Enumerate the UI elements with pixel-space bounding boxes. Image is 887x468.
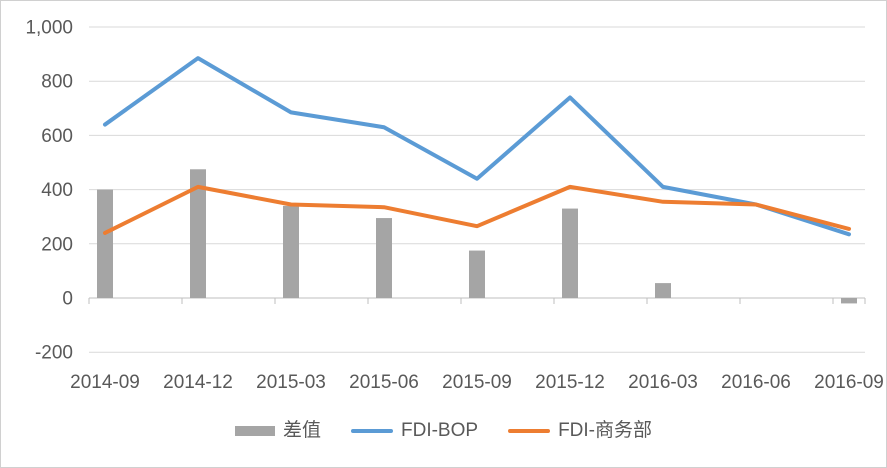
legend-item-fdi-bop: FDI-BOP <box>351 421 478 440</box>
x-axis-label: 2016-09 <box>814 372 884 393</box>
legend-item-fdi-mofcom: FDI-商务部 <box>508 421 652 440</box>
line-swatch-icon <box>508 428 551 433</box>
line-swatch-icon <box>351 428 393 433</box>
bar <box>841 298 857 304</box>
legend-label: FDI-BOP <box>401 420 479 441</box>
legend-item-difference: 差值 <box>234 420 321 441</box>
y-axis-label: 0 <box>62 289 73 310</box>
x-axis-label: 2016-03 <box>628 372 698 393</box>
bar <box>190 169 206 298</box>
bar <box>562 208 578 298</box>
y-axis-label: -200 <box>35 343 73 364</box>
x-axis-label: 2016-06 <box>721 372 791 393</box>
x-axis-label: 2015-03 <box>256 372 326 393</box>
y-axis-label: 800 <box>41 72 73 93</box>
legend-label: 差值 <box>282 420 321 441</box>
bar <box>376 218 392 298</box>
x-axis-label: 2015-09 <box>442 372 512 393</box>
bar <box>283 205 299 298</box>
y-axis-label: 600 <box>41 126 73 147</box>
x-axis-label: 2014-09 <box>70 372 140 393</box>
x-axis-label: 2015-12 <box>535 372 605 393</box>
bar <box>469 250 485 298</box>
x-axis-label: 2014-12 <box>163 372 233 393</box>
bar <box>97 189 113 298</box>
legend-label: FDI-商务部 <box>558 420 652 441</box>
line-series <box>103 56 851 237</box>
line-series <box>103 184 851 235</box>
x-axis-label: 2015-06 <box>349 372 419 393</box>
y-axis-label: 200 <box>41 234 73 255</box>
y-axis-label: 400 <box>41 180 73 201</box>
bar-swatch-icon <box>234 425 275 436</box>
chart-legend: 差值 FDI-BOP FDI-商务部 <box>1 421 886 440</box>
bar <box>655 283 671 298</box>
y-axis-label: 1,000 <box>25 18 73 39</box>
